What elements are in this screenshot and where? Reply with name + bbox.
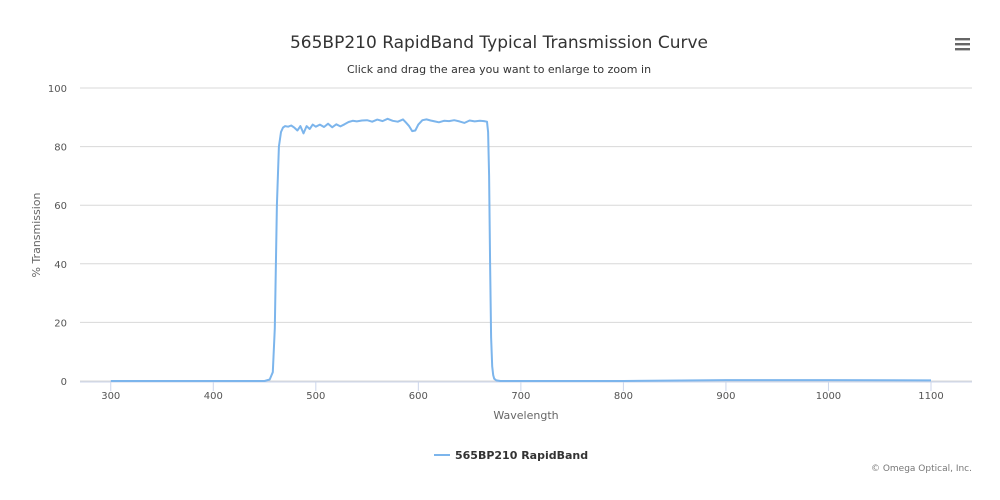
y-axis: 0 20 40 60 80 100 [48,84,67,388]
series-line[interactable] [110,117,932,382]
x-tick-label: 1100 [918,391,943,402]
y-tick-label: 100 [48,84,67,95]
x-tick-label: 600 [409,391,428,402]
x-tick-label: 500 [306,391,325,402]
y-tick-label: 40 [54,260,67,271]
x-axis: 300 400 500 600 700 800 900 1000 1100 [80,381,972,402]
y-tick-label: 20 [54,318,67,329]
chart-title: 565BP210 RapidBand Typical Transmission … [290,33,708,53]
plot-area[interactable] [110,117,932,382]
y-tick-label: 60 [54,201,67,212]
y-axis-title: % Transmission [30,192,43,277]
x-tick-label: 700 [511,391,530,402]
y-tick-label: 0 [61,377,67,388]
x-tick-label: 300 [101,391,120,402]
x-tick-label: 800 [614,391,633,402]
legend[interactable]: 565BP210 RapidBand [434,449,588,462]
credits[interactable]: © Omega Optical, Inc. [871,464,972,474]
chart-subtitle: Click and drag the area you want to enla… [347,63,651,76]
x-tick-label: 1000 [816,391,841,402]
x-tick-label: 400 [204,391,223,402]
hamburger-icon[interactable] [950,33,974,55]
gridlines [80,87,972,382]
x-axis-title: Wavelength [493,409,558,422]
y-tick-label: 80 [54,143,67,154]
x-tick-label: 900 [716,391,735,402]
legend-label[interactable]: 565BP210 RapidBand [455,449,588,462]
